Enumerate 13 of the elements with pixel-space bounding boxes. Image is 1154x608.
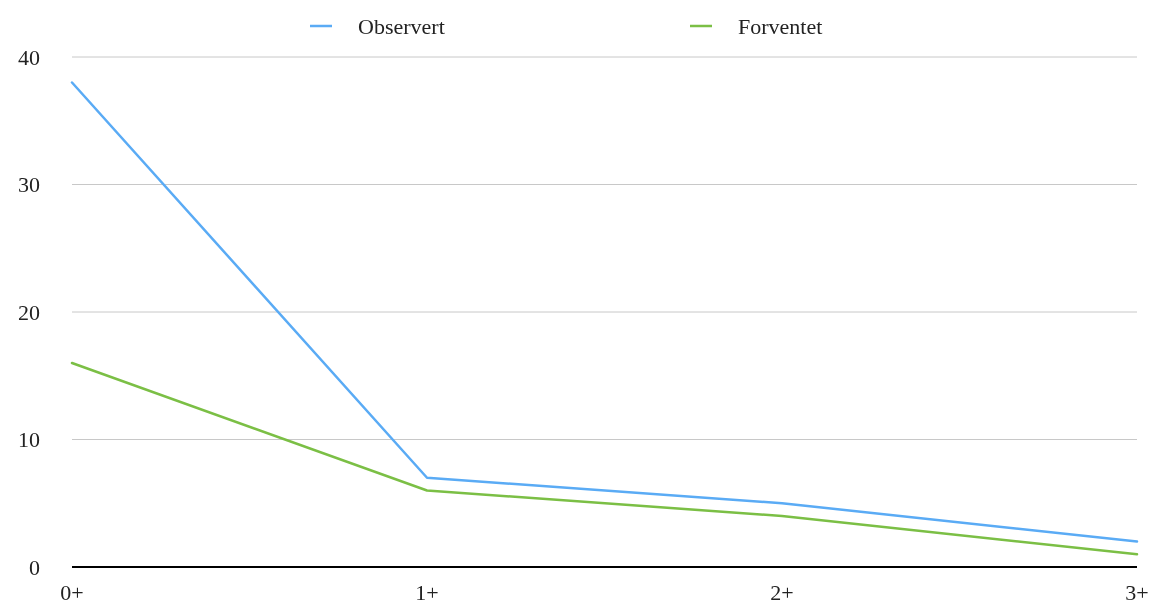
x-tick-label: 2+ (770, 580, 794, 605)
line-series (70, 81, 1139, 543)
y-tick-label: 0 (29, 554, 40, 580)
y-tick-label: 30 (18, 172, 40, 198)
x-tick-label: 3+ (1125, 580, 1149, 605)
x-tick-label: 1+ (415, 580, 439, 605)
line-series (70, 361, 1139, 556)
legend-label: Forventet (738, 13, 823, 39)
y-tick-label: 10 (18, 427, 40, 453)
x-tick-label: 0+ (60, 580, 84, 605)
y-tick-label: 40 (18, 44, 40, 70)
y-tick-label: 20 (18, 299, 40, 325)
legend-label: Observert (358, 13, 445, 39)
